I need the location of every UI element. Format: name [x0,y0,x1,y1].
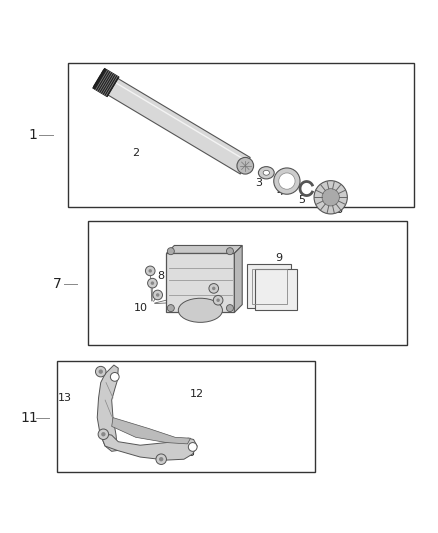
Bar [57,361,315,472]
Circle shape [145,266,155,276]
Text: 8: 8 [158,271,165,281]
Circle shape [213,295,223,305]
Polygon shape [100,433,197,460]
Text: 7: 7 [53,277,61,291]
Ellipse shape [263,171,269,175]
Text: 3: 3 [255,178,262,188]
Polygon shape [234,246,242,312]
Polygon shape [112,418,191,444]
Circle shape [101,432,106,437]
Circle shape [226,304,233,312]
Circle shape [167,304,174,312]
Circle shape [216,298,220,302]
Polygon shape [97,365,118,451]
Circle shape [279,173,295,189]
Ellipse shape [258,167,274,179]
Polygon shape [166,246,242,253]
Polygon shape [92,68,119,97]
Circle shape [153,290,162,300]
Circle shape [167,248,174,255]
Text: 11: 11 [21,410,39,425]
Text: 6: 6 [335,205,342,215]
Bar [255,269,297,311]
Circle shape [212,287,215,290]
Circle shape [110,373,119,381]
Text: 5: 5 [298,195,305,205]
Circle shape [188,442,197,451]
Text: 1: 1 [28,128,37,142]
Circle shape [99,369,103,374]
Circle shape [209,284,219,293]
Circle shape [159,457,163,462]
Circle shape [322,189,339,206]
Text: 9: 9 [275,253,282,263]
Circle shape [156,454,166,464]
Circle shape [148,278,157,288]
Circle shape [156,293,159,297]
Circle shape [151,281,154,285]
Text: 4: 4 [277,187,284,197]
Circle shape [314,181,347,214]
Text: 10: 10 [134,303,148,313]
Bar [68,63,414,207]
Text: 13: 13 [181,448,195,458]
Circle shape [98,429,109,440]
Text: 12: 12 [190,389,204,399]
Bar [88,221,407,345]
Bar [252,269,287,304]
Circle shape [95,366,106,377]
Text: 13: 13 [58,393,72,403]
Polygon shape [94,70,250,174]
Text: 2: 2 [132,148,139,158]
FancyBboxPatch shape [166,253,234,312]
Circle shape [226,248,233,255]
Ellipse shape [237,157,254,174]
Ellipse shape [178,298,223,322]
Circle shape [148,269,152,273]
Bar [247,264,291,308]
Circle shape [274,168,300,194]
